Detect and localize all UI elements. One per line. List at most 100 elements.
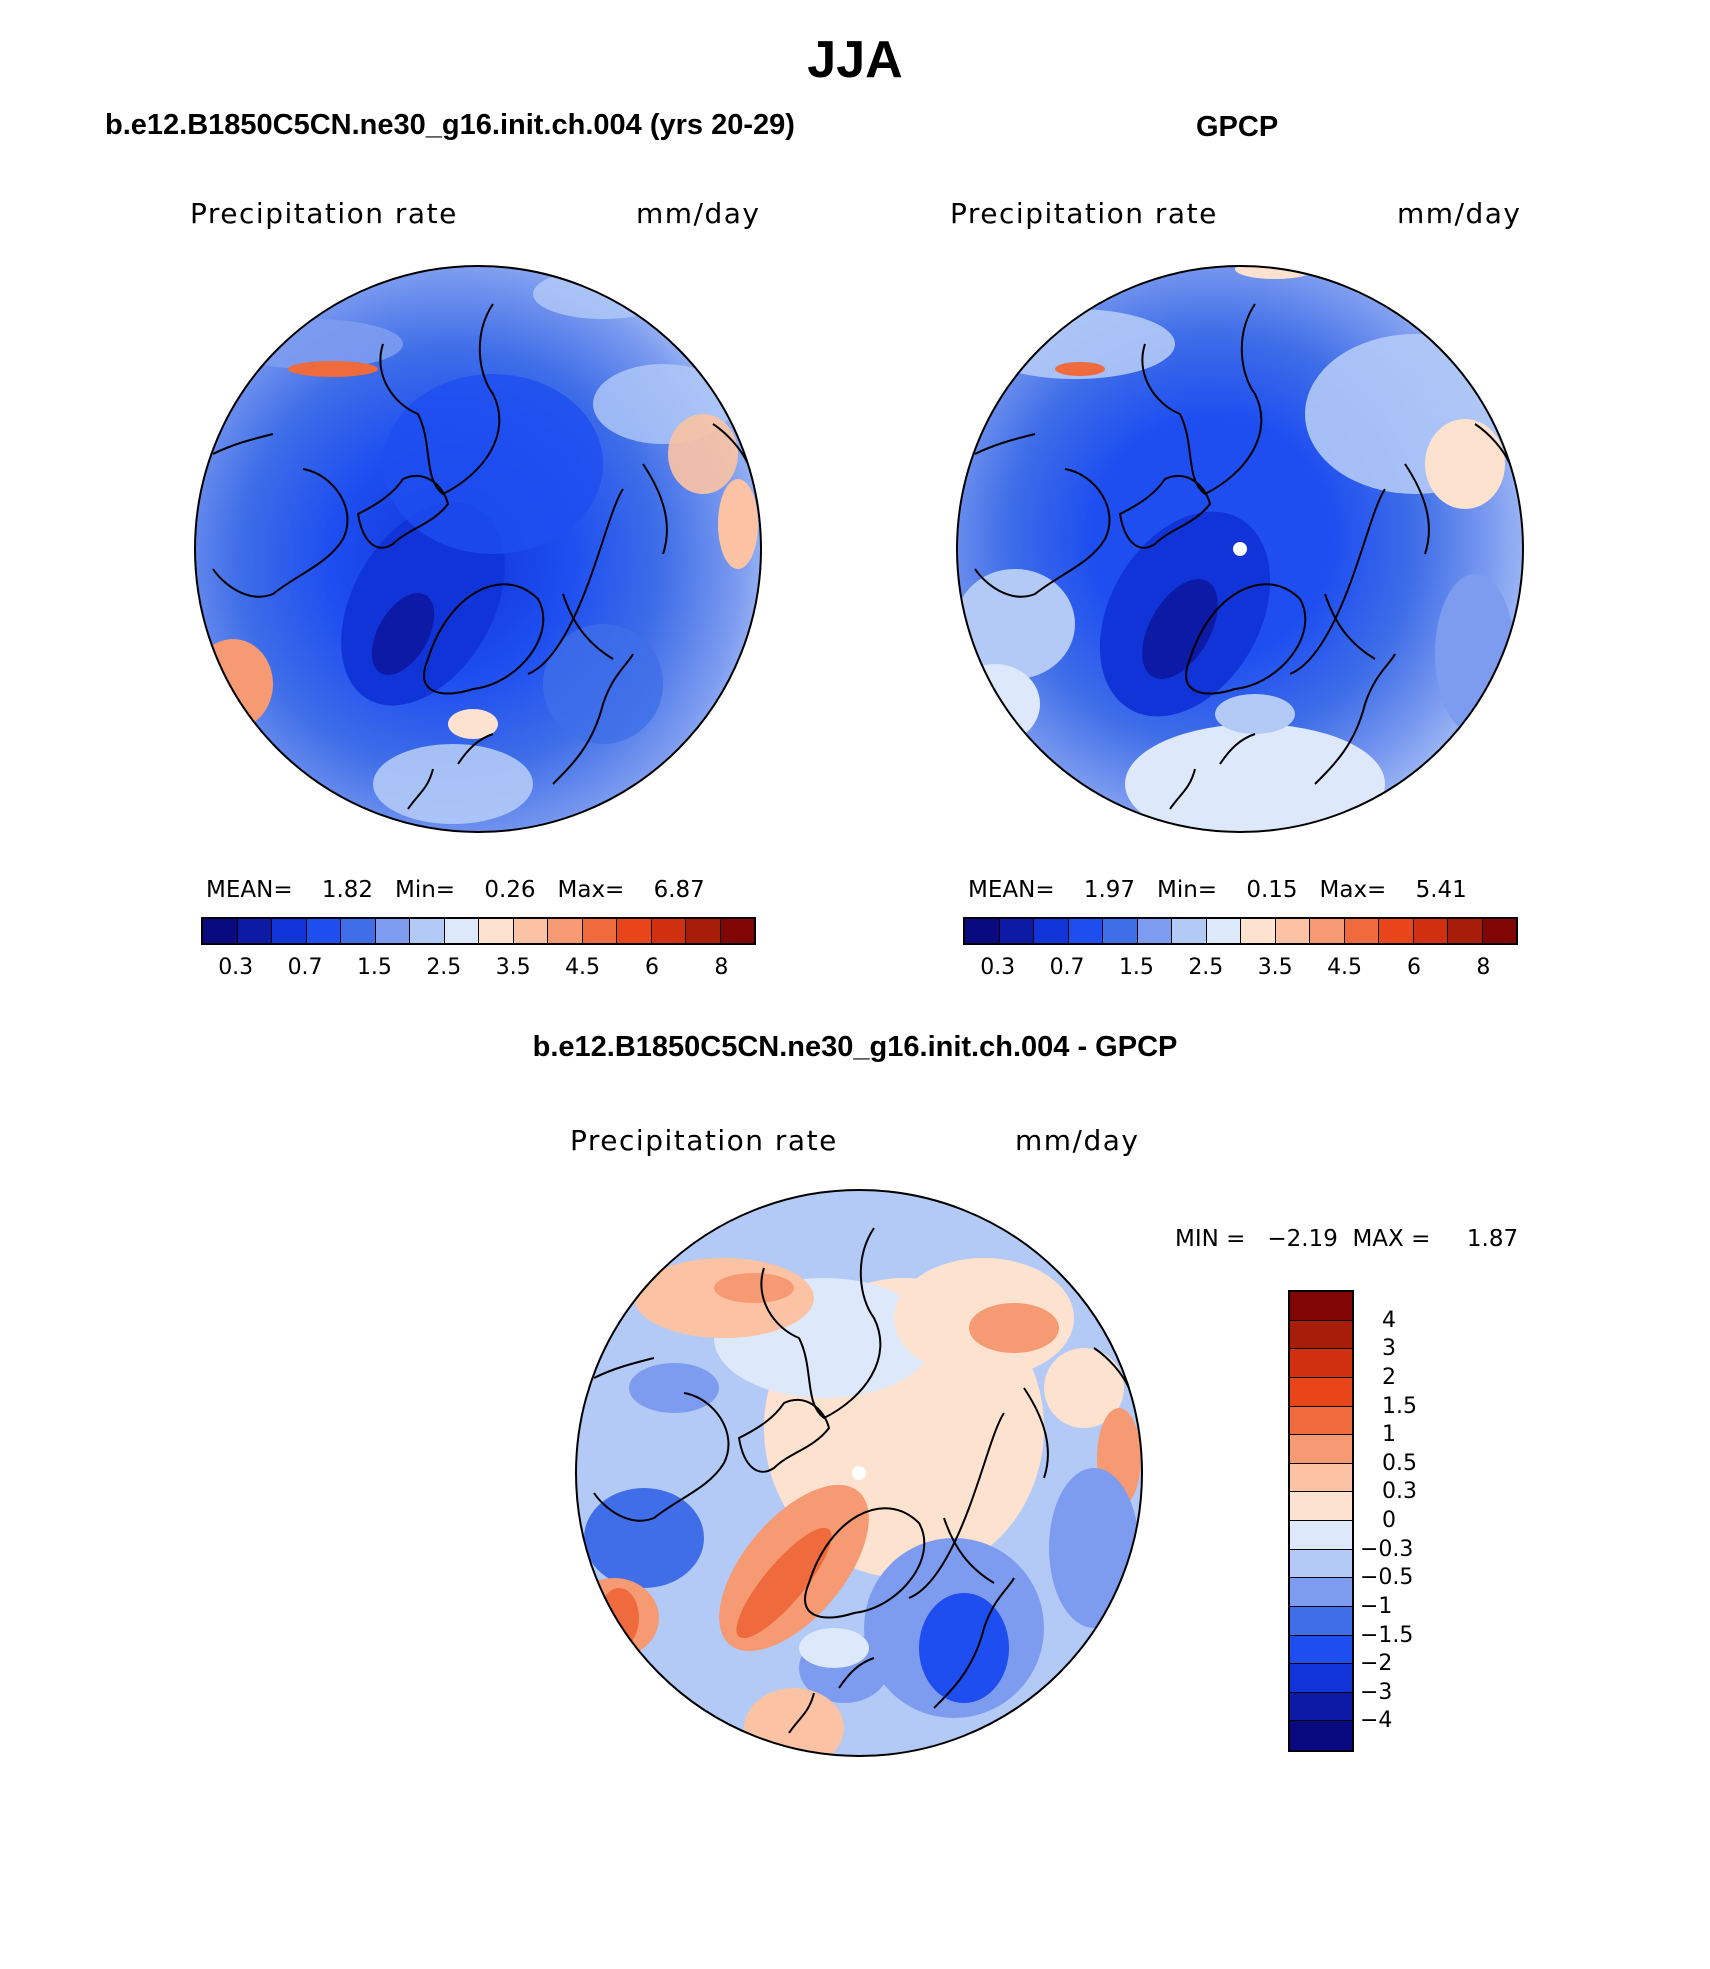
model-colorbar-swatch [686, 919, 721, 943]
obs-polar-map [956, 265, 1524, 833]
obs-colorbar-swatch [999, 919, 1034, 943]
obs-colorbar [963, 917, 1518, 945]
diff-colorbar-swatch [1290, 1435, 1352, 1464]
model-colorbar-swatch [617, 919, 652, 943]
diff-colorbar-label: 1.5 [1382, 1393, 1417, 1419]
obs-colorbar-swatch [1448, 919, 1483, 943]
model-colorbar-tick-label: 8 [714, 955, 729, 980]
model-colorbar-swatch [203, 919, 238, 943]
model-min-label: Min= [395, 877, 456, 903]
diff-colorbar-label: −0.3 [1360, 1536, 1414, 1562]
model-max-label: Max= [557, 877, 625, 903]
model-mean-value: 1.82 [321, 877, 374, 903]
obs-colorbar-swatch [1482, 919, 1516, 943]
model-colorbar-swatch [582, 919, 617, 943]
model-colorbar-swatch [272, 919, 307, 943]
obs-units-label: mm/day [1397, 197, 1522, 230]
model-colorbar-swatch [651, 919, 686, 943]
obs-max-value: 5.41 [1415, 877, 1467, 903]
diff-colorbar-swatch [1290, 1521, 1352, 1550]
obs-colorbar-tick-label: 2.5 [1188, 955, 1224, 980]
diff-colorbar-swatch [1290, 1292, 1352, 1321]
model-mean-label: MEAN= [206, 877, 293, 903]
diff-colorbar-label: 3 [1382, 1336, 1396, 1362]
obs-colorbar-tick-label: 0.7 [1049, 955, 1085, 980]
obs-colorbar-tick-label: 3.5 [1257, 955, 1293, 980]
diff-colorbar-label: 2 [1382, 1364, 1396, 1390]
obs-colorbar-swatch [1206, 919, 1241, 943]
diff-panel-title: b.e12.B1850C5CN.ne30_g16.init.ch.004 - G… [532, 1031, 1178, 1063]
diff-colorbar [1288, 1290, 1354, 1752]
model-colorbar-swatch [306, 919, 341, 943]
diff-stats: MIN = −2.19 MAX = 1.87 [1175, 1226, 1519, 1252]
model-colorbar-tick-label: 0.7 [287, 955, 323, 980]
diff-colorbar-label: 1 [1382, 1422, 1396, 1448]
diff-colorbar-swatch [1290, 1635, 1352, 1665]
diff-polar-map [575, 1189, 1143, 1757]
obs-min-label: Min= [1157, 877, 1218, 903]
diff-colorbar-swatch [1290, 1549, 1352, 1579]
obs-colorbar-swatch [1310, 919, 1345, 943]
diff-colorbar-swatch [1290, 1320, 1352, 1350]
model-colorbar-swatch [341, 919, 376, 943]
obs-colorbar-ticks: 0.3 0.7 1.5 2.5 3.5 4.5 6 8 [963, 955, 1518, 985]
diff-colorbar-swatch [1290, 1463, 1352, 1493]
obs-colorbar-swatch [1275, 919, 1310, 943]
model-polar-map [194, 265, 762, 833]
model-colorbar-ticks: 0.3 0.7 1.5 2.5 3.5 4.5 6 8 [201, 955, 756, 985]
obs-colorbar-swatch [1241, 919, 1276, 943]
obs-colorbar-swatch [1068, 919, 1103, 943]
obs-colorbar-swatch [1413, 919, 1448, 943]
model-units-label: mm/day [636, 197, 761, 230]
model-variable-label: Precipitation rate [190, 197, 458, 230]
obs-colorbar-tick-label: 0.3 [980, 955, 1016, 980]
obs-colorbar-swatch [1172, 919, 1207, 943]
diff-colorbar-label: −1 [1360, 1593, 1393, 1619]
obs-colorbar-swatch [1103, 919, 1138, 943]
diff-colorbar-swatch [1290, 1606, 1352, 1636]
diff-colorbar-swatch [1290, 1578, 1352, 1607]
diff-colorbar-label: −2 [1360, 1651, 1393, 1677]
diff-colorbar-swatch [1290, 1349, 1352, 1378]
obs-colorbar-tick-label: 4.5 [1327, 955, 1363, 980]
model-colorbar-swatch [513, 919, 548, 943]
model-min-value: 0.26 [484, 877, 536, 903]
diff-colorbar-swatch [1290, 1721, 1352, 1750]
model-colorbar-tick-label: 6 [644, 955, 659, 980]
diff-colorbar-swatch [1290, 1664, 1352, 1693]
obs-colorbar-tick-label: 1.5 [1118, 955, 1154, 980]
model-colorbar-swatch [375, 919, 410, 943]
model-colorbar-swatch [444, 919, 479, 943]
figure-title: JJA [807, 31, 903, 89]
obs-min-value: 0.15 [1246, 877, 1298, 903]
model-colorbar-tick-label: 0.3 [218, 955, 254, 980]
obs-colorbar-swatch [1379, 919, 1414, 943]
obs-colorbar-swatch [1034, 919, 1069, 943]
diff-colorbar-label: 0.5 [1382, 1450, 1417, 1476]
diff-colorbar-label: −0.5 [1360, 1565, 1414, 1591]
obs-panel-title: GPCP [1196, 111, 1279, 143]
obs-max-label: Max= [1319, 877, 1387, 903]
diff-colorbar-label: −3 [1360, 1679, 1393, 1705]
diff-colorbar-label: 0.3 [1382, 1479, 1417, 1505]
obs-colorbar-tick-label: 6 [1406, 955, 1421, 980]
model-colorbar-swatch [548, 919, 583, 943]
obs-variable-label: Precipitation rate [950, 197, 1218, 230]
model-max-value: 6.87 [653, 877, 705, 903]
diff-colorbar-swatch [1290, 1492, 1352, 1521]
diff-units-label: mm/day [1015, 1124, 1140, 1157]
diff-colorbar-label: −1.5 [1360, 1622, 1414, 1648]
model-colorbar-swatch [479, 919, 514, 943]
model-colorbar-tick-label: 3.5 [495, 955, 531, 980]
model-colorbar-swatch [720, 919, 754, 943]
diff-colorbar-labels: 4 3 2 1.5 1 0.5 0.3 0 −0.3 −0.5 −1 −1.5 −2 −3 −4 [1360, 1290, 1480, 1752]
obs-colorbar-tick-label: 8 [1476, 955, 1491, 980]
model-colorbar-swatch [410, 919, 445, 943]
model-colorbar-tick-label: 2.5 [426, 955, 462, 980]
diff-variable-label: Precipitation rate [570, 1124, 838, 1157]
obs-mean-value: 1.97 [1083, 877, 1136, 903]
obs-colorbar-swatch [1344, 919, 1379, 943]
diff-colorbar-swatch [1290, 1406, 1352, 1436]
obs-mean-label: MEAN= [968, 877, 1055, 903]
model-colorbar-tick-label: 4.5 [565, 955, 601, 980]
